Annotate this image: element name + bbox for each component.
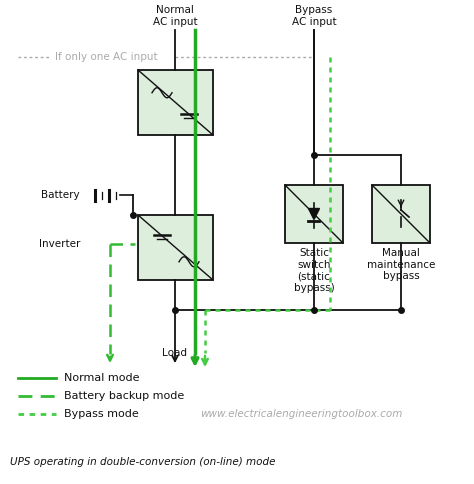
Polygon shape <box>309 209 319 220</box>
Text: www.electricalengineeringtoolbox.com: www.electricalengineeringtoolbox.com <box>200 409 402 419</box>
Text: Normal
AC input: Normal AC input <box>153 5 197 27</box>
Text: Manual
maintenance
bypass: Manual maintenance bypass <box>367 248 435 281</box>
Text: Bypass mode: Bypass mode <box>64 409 139 419</box>
Bar <box>138 70 213 135</box>
Text: Battery backup mode: Battery backup mode <box>64 391 184 401</box>
Bar <box>138 215 213 280</box>
Text: UPS operating in double-conversion (on-line) mode: UPS operating in double-conversion (on-l… <box>10 457 275 467</box>
Text: If only one AC input: If only one AC input <box>55 52 158 62</box>
Text: Normal mode: Normal mode <box>64 373 139 383</box>
Text: Static
switch
(static
bypass): Static switch (static bypass) <box>293 248 334 293</box>
Text: Bypass
AC input: Bypass AC input <box>292 5 337 27</box>
Text: Inverter: Inverter <box>38 239 80 249</box>
Bar <box>285 185 343 243</box>
Bar <box>372 185 430 243</box>
Text: Load: Load <box>163 348 188 358</box>
Text: Battery: Battery <box>41 190 80 200</box>
